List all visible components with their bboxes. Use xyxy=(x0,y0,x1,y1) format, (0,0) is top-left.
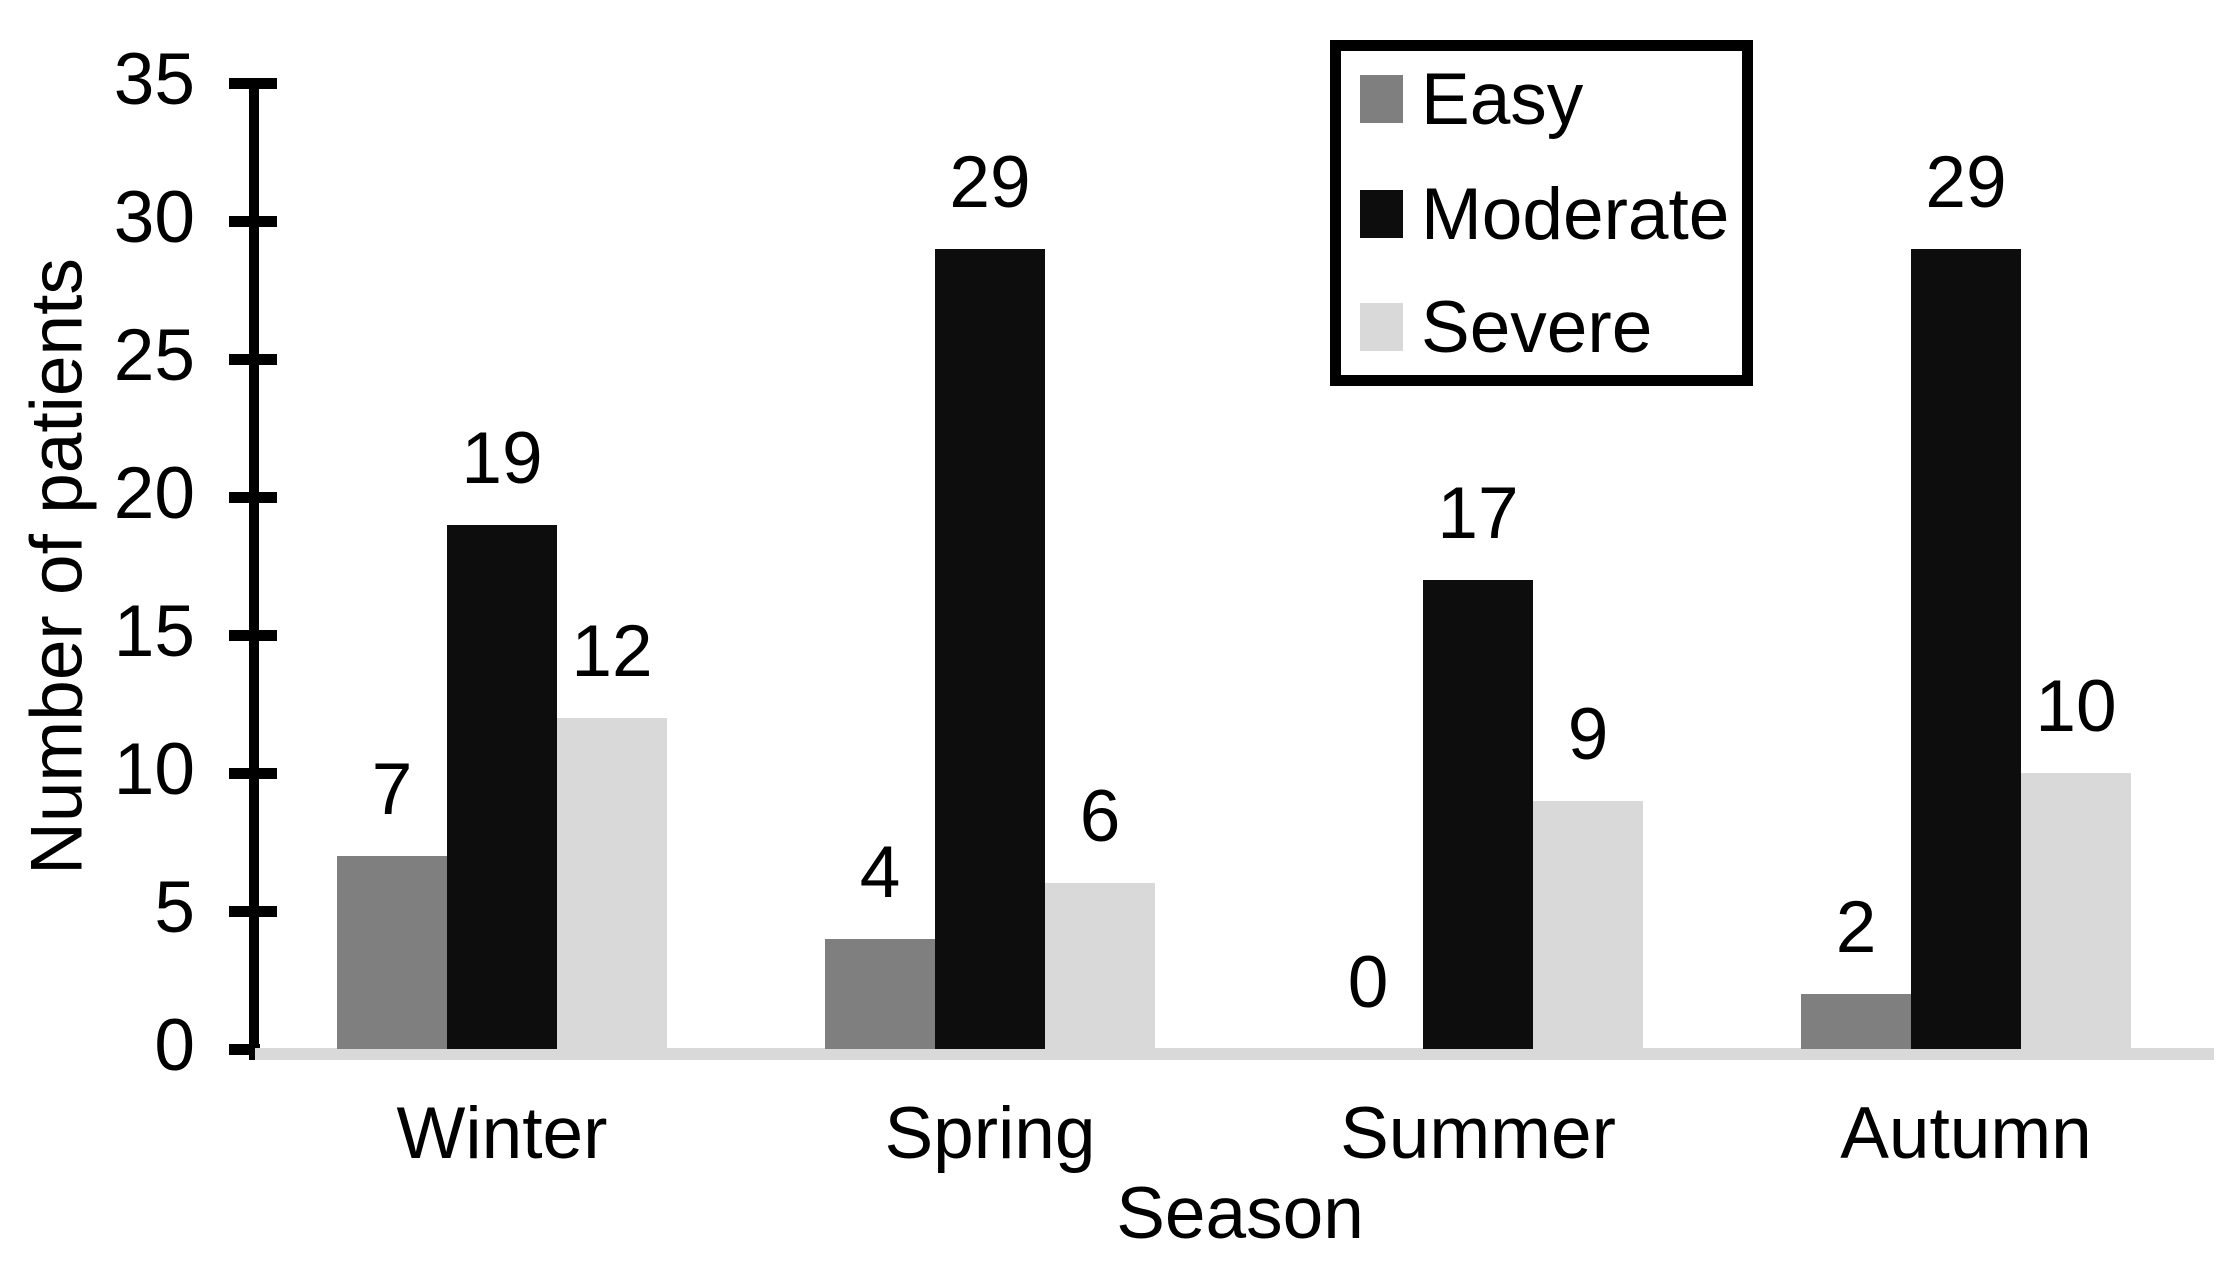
bar-autumn-moderate xyxy=(1911,249,2021,1049)
bar-value-summer-easy: 0 xyxy=(1347,942,1389,1023)
x-axis-title: Season xyxy=(1116,1173,1364,1254)
bar-summer-moderate xyxy=(1423,580,1533,1049)
y-tick-35 xyxy=(229,78,277,89)
legend-label-moderate: Moderate xyxy=(1421,173,1730,255)
bar-winter-severe xyxy=(557,718,667,1049)
y-tick-label-35: 35 xyxy=(113,39,195,120)
x-label-autumn: Autumn xyxy=(1840,1093,2092,1174)
bar-value-spring-easy: 4 xyxy=(859,832,901,913)
legend-swatch-severe xyxy=(1360,303,1403,351)
bar-autumn-severe xyxy=(2021,773,2131,1049)
y-tick-label-30: 30 xyxy=(113,177,195,258)
bar-value-spring-moderate: 29 xyxy=(949,142,1031,223)
y-tick-label-20: 20 xyxy=(113,453,195,534)
y-axis-line xyxy=(249,78,259,1060)
y-tick-label-15: 15 xyxy=(113,591,195,672)
x-label-summer: Summer xyxy=(1340,1093,1616,1174)
bar-value-winter-moderate: 19 xyxy=(461,418,543,499)
y-tick-label-10: 10 xyxy=(113,729,195,810)
bar-value-winter-easy: 7 xyxy=(371,749,413,830)
y-tick-5 xyxy=(229,906,277,917)
y-tick-10 xyxy=(229,768,277,779)
legend: Easy Moderate Severe xyxy=(1330,40,1753,386)
y-tick-label-5: 5 xyxy=(154,867,195,948)
legend-label-severe: Severe xyxy=(1421,286,1653,368)
y-tick-25 xyxy=(229,354,277,365)
legend-item-easy: Easy xyxy=(1360,63,1583,136)
legend-swatch-moderate xyxy=(1360,190,1403,238)
bar-autumn-easy xyxy=(1801,994,1911,1049)
bar-value-summer-moderate: 17 xyxy=(1437,473,1519,554)
bar-spring-easy xyxy=(825,939,935,1049)
y-tick-15 xyxy=(229,630,277,641)
bar-value-autumn-easy: 2 xyxy=(1835,887,1877,968)
bar-spring-moderate xyxy=(935,249,1045,1049)
y-tick-label-25: 25 xyxy=(113,315,195,396)
bar-value-autumn-severe: 10 xyxy=(2035,666,2117,747)
legend-item-severe: Severe xyxy=(1360,291,1652,364)
legend-swatch-easy xyxy=(1360,75,1403,123)
x-axis-baseline xyxy=(255,1048,2214,1060)
y-tick-20 xyxy=(229,492,277,503)
legend-label-easy: Easy xyxy=(1421,58,1584,140)
bar-value-winter-severe: 12 xyxy=(571,611,653,692)
y-tick-30 xyxy=(229,216,277,227)
bar-value-spring-severe: 6 xyxy=(1079,776,1121,857)
y-tick-label-0: 0 xyxy=(154,1005,195,1086)
y-tick-0 xyxy=(229,1044,260,1055)
bar-winter-easy xyxy=(337,856,447,1049)
bar-spring-severe xyxy=(1045,883,1155,1049)
x-label-spring: Spring xyxy=(884,1093,1096,1174)
legend-item-moderate: Moderate xyxy=(1360,178,1729,251)
bar-winter-moderate xyxy=(447,525,557,1049)
x-label-winter: Winter xyxy=(396,1093,608,1174)
bar-value-summer-severe: 9 xyxy=(1567,694,1609,775)
bar-summer-severe xyxy=(1533,801,1643,1049)
bar-value-autumn-moderate: 29 xyxy=(1925,142,2007,223)
